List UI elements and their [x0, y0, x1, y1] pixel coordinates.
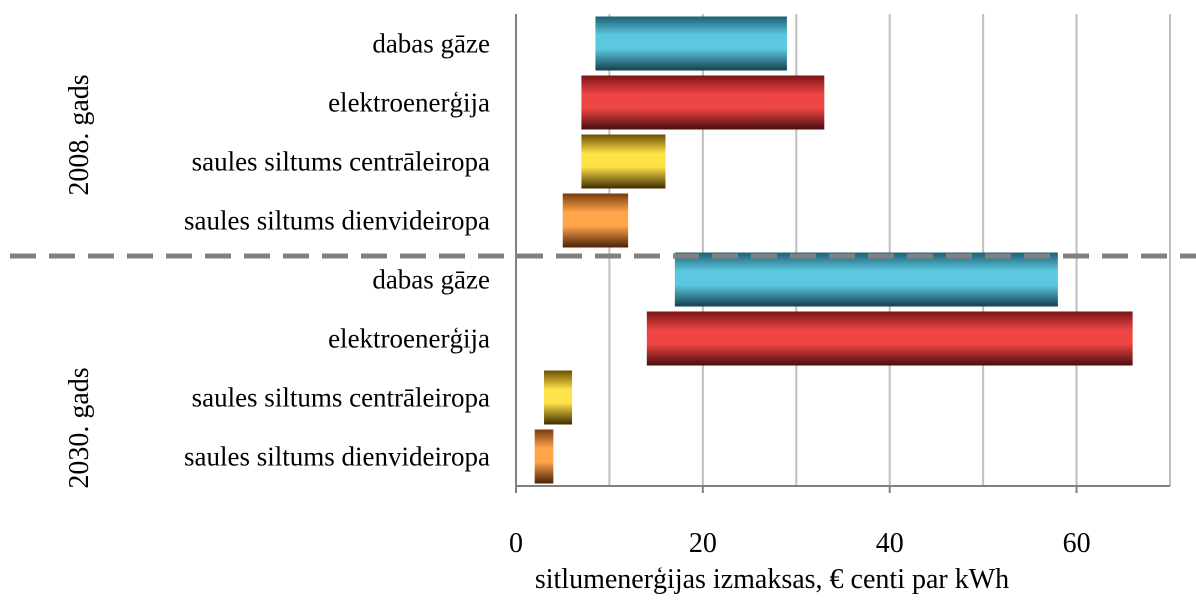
bars — [534, 16, 1133, 484]
x-tick-label: 40 — [876, 528, 904, 559]
bar-elektroenergija-2030-gads — [646, 311, 1133, 366]
bar-dabas-gaze-2030-gads — [674, 252, 1058, 307]
x-tick-label: 20 — [689, 528, 717, 559]
bar-dabas-gaze-2008-gads — [595, 16, 787, 71]
category-label-saules-siltums-dienvideiropa-2030-gads: saules siltums dienvideiropa — [184, 442, 490, 472]
category-labels: dabas gāze elektroenerģija saules siltums … — [184, 29, 490, 472]
x-tick-label: 60 — [1063, 528, 1091, 559]
category-label-saules-siltums-dienvideiropa-2008-gads: saules siltums dienvideiropa — [184, 206, 490, 236]
bar-saules-siltums-centraleiropa-2030-gads — [544, 370, 573, 425]
category-label-elektroenergija-2030-gads: elektroenerģija — [328, 324, 490, 354]
category-label-elektroenergija-2008-gads: elektroenerģija — [328, 88, 490, 118]
x-axis-title: sitlumenerģijas izmaksas, € centi par kW… — [535, 564, 1009, 595]
x-tick-label: 0 — [509, 528, 523, 559]
category-label-saules-siltums-centraleiropa-2008-gads: saules siltums centrāleiropa — [192, 147, 490, 177]
bar-saules-siltums-dienvideiropa-2008-gads — [562, 193, 629, 248]
x-tick-labels: 0 20 40 60 — [509, 528, 1091, 559]
category-label-dabas-gaze-2030-gads: dabas gāze — [372, 265, 490, 295]
group-label-2008: 2008. gads — [64, 74, 95, 195]
bar-saules-siltums-centraleiropa-2008-gads — [581, 134, 666, 189]
axes — [515, 14, 1170, 493]
bar-saules-siltums-dienvideiropa-2030-gads — [534, 429, 554, 484]
category-label-saules-siltums-centraleiropa-2030-gads: saules siltums centrāleiropa — [192, 383, 490, 413]
category-label-dabas-gaze-2008-gads: dabas gāze — [372, 29, 490, 59]
bar-elektroenergija-2008-gads — [581, 75, 825, 130]
group-label-2030: 2030. gads — [64, 367, 95, 488]
